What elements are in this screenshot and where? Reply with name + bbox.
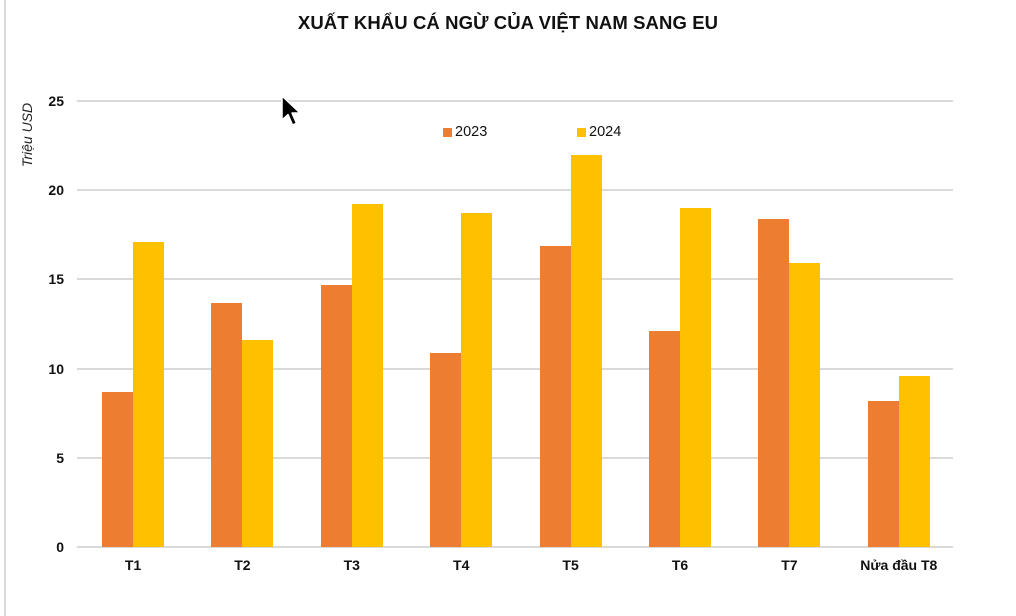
bar-2023-3 — [430, 352, 462, 547]
bar-2023-4 — [539, 245, 571, 547]
x-tick-label: T1 — [124, 557, 142, 573]
bar-2023-5 — [649, 331, 680, 547]
y-tick-label: 10 — [48, 360, 64, 377]
y-tick-label: 25 — [48, 93, 64, 109]
y-tick-label: 20 — [48, 182, 64, 199]
bar-2024-4 — [570, 154, 602, 547]
frame-border — [4, 0, 6, 616]
gridline — [77, 278, 953, 281]
legend-swatch-2023 — [443, 127, 452, 137]
x-tick-label: T7 — [781, 557, 798, 573]
mouse-cursor-icon — [281, 95, 301, 126]
bar-2024-1 — [242, 340, 274, 547]
gridline — [77, 367, 953, 370]
bar-2024-7 — [898, 375, 930, 547]
bar-2023-0 — [102, 391, 133, 547]
x-tick-label: T2 — [234, 557, 251, 573]
bar-2023-6 — [758, 218, 790, 547]
bar-2023-7 — [867, 400, 899, 547]
x-tick-label: T4 — [453, 557, 470, 573]
y-tick-label: 5 — [56, 449, 64, 466]
y-tick-label: 0 — [56, 539, 64, 555]
bar-2024-6 — [789, 263, 821, 547]
legend-swatch-2024 — [577, 127, 586, 137]
y-tick-label: 15 — [48, 271, 64, 288]
gridline — [77, 456, 953, 459]
gridline — [77, 100, 953, 102]
bar-2024-5 — [680, 208, 711, 547]
chart-title: XUẤT KHẨU CÁ NGỪ CỦA VIỆT NAM SANG EU — [297, 12, 719, 33]
gridline — [77, 189, 953, 192]
bar-2023-1 — [211, 302, 243, 547]
legend-item-2024: 2024 — [577, 124, 621, 140]
bar-2024-2 — [351, 204, 383, 547]
x-tick-label: T5 — [562, 557, 579, 573]
gridline — [77, 546, 953, 548]
x-tick-label: T3 — [343, 557, 360, 573]
bar-2024-3 — [461, 213, 493, 547]
legend-label-2023: 2023 — [455, 124, 488, 140]
x-tick-label: T6 — [671, 557, 689, 573]
bar-2024-0 — [133, 241, 164, 547]
legend-item-2023: 2023 — [443, 124, 487, 140]
bar-2023-2 — [320, 284, 352, 547]
legend-label-2024: 2024 — [589, 124, 622, 140]
x-tick-label: Nửa đầu T8 — [860, 557, 938, 573]
